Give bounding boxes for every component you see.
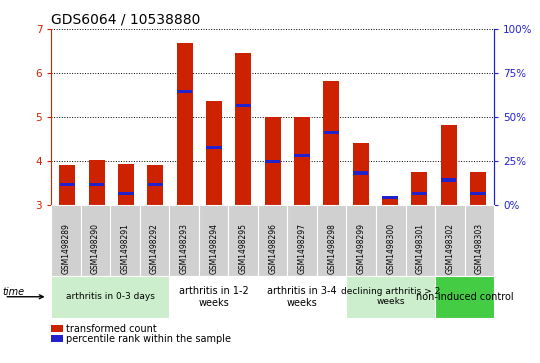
Text: GSM1498301: GSM1498301: [416, 223, 425, 274]
Text: GSM1498294: GSM1498294: [209, 223, 218, 274]
Bar: [118, 192, 134, 195]
Bar: [382, 197, 398, 205]
Text: percentile rank within the sample: percentile rank within the sample: [66, 334, 231, 344]
Bar: [353, 171, 368, 175]
Bar: [177, 43, 193, 205]
Text: arthritis in 3-4
weeks: arthritis in 3-4 weeks: [267, 286, 337, 307]
Text: GSM1498290: GSM1498290: [91, 223, 100, 274]
Text: GSM1498293: GSM1498293: [180, 223, 188, 274]
Text: non-induced control: non-induced control: [416, 292, 514, 302]
Bar: [59, 164, 76, 205]
Text: transformed count: transformed count: [66, 323, 157, 334]
Bar: [353, 143, 369, 205]
Bar: [294, 154, 309, 157]
Bar: [118, 164, 134, 205]
Text: GDS6064 / 10538880: GDS6064 / 10538880: [51, 13, 201, 27]
Text: GSM1498296: GSM1498296: [268, 223, 277, 274]
Text: arthritis in 1-2
weeks: arthritis in 1-2 weeks: [179, 286, 248, 307]
Text: GSM1498299: GSM1498299: [357, 223, 366, 274]
Bar: [206, 101, 222, 205]
Bar: [89, 160, 105, 205]
Bar: [323, 81, 340, 205]
Bar: [470, 192, 485, 195]
Bar: [177, 90, 192, 93]
Text: time: time: [3, 287, 25, 297]
Bar: [206, 146, 222, 150]
Text: arthritis in 0-3 days: arthritis in 0-3 days: [66, 292, 155, 301]
Text: GSM1498302: GSM1498302: [446, 223, 454, 274]
Bar: [382, 196, 397, 199]
Bar: [235, 53, 252, 205]
Bar: [89, 183, 104, 186]
Text: GSM1498300: GSM1498300: [386, 223, 395, 274]
Text: GSM1498298: GSM1498298: [327, 223, 336, 274]
Text: declining arthritis > 2
weeks: declining arthritis > 2 weeks: [341, 287, 441, 306]
Bar: [323, 131, 339, 134]
Bar: [147, 164, 164, 205]
Bar: [411, 172, 427, 205]
Text: GSM1498292: GSM1498292: [150, 223, 159, 274]
Bar: [294, 117, 310, 205]
Bar: [236, 104, 251, 107]
Bar: [411, 192, 427, 195]
Text: GSM1498295: GSM1498295: [239, 223, 248, 274]
Bar: [441, 179, 456, 182]
Bar: [265, 117, 281, 205]
Bar: [148, 183, 163, 186]
Text: GSM1498291: GSM1498291: [120, 223, 130, 274]
Bar: [441, 125, 457, 205]
Text: GSM1498303: GSM1498303: [475, 223, 484, 274]
Bar: [470, 172, 486, 205]
Bar: [60, 183, 75, 186]
Text: GSM1498297: GSM1498297: [298, 223, 307, 274]
Bar: [265, 160, 280, 163]
Text: GSM1498289: GSM1498289: [62, 223, 71, 274]
